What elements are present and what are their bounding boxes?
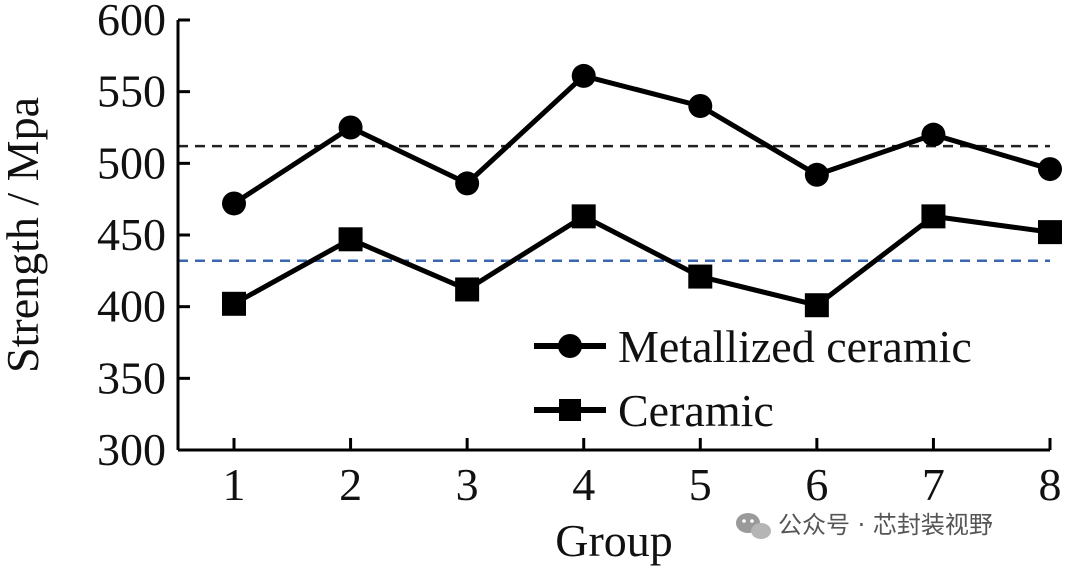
y-ticks: 300 350 400 450 500 550 600 [97,0,190,475]
data-point-square [571,204,596,229]
data-point-circle [222,191,246,216]
x-tick-label: 5 [689,459,712,510]
y-tick-label: 600 [97,0,166,45]
x-tick-label: 2 [339,459,362,510]
legend-item-ceramic: Ceramic [534,385,774,436]
x-tick-label: 7 [922,459,945,510]
x-axis-title: Group [555,515,673,566]
legend-label-metallized-ceramic: Metallized ceramic [618,321,972,372]
data-point-circle [455,171,480,196]
data-point-circle [571,63,596,88]
legend-marker-square [559,399,581,421]
legend: Metallized ceramic Ceramic [534,321,972,436]
series-line [232,213,1051,308]
data-point-circle [688,94,713,118]
series-layer [222,63,1062,318]
data-point-circle [921,122,946,147]
series-ceramic [222,204,1062,318]
x-ticks: 1 2 3 4 5 6 7 8 [223,438,1062,510]
data-point-square [804,293,829,318]
y-tick-label: 450 [97,209,166,260]
legend-item-metallized-ceramic: Metallized ceramic [534,321,972,372]
data-point-circle [1038,157,1062,182]
reference-lines [178,144,1050,263]
watermark: 公众号 · 芯封装视野 [736,511,993,539]
x-tick-label: 6 [805,459,828,510]
legend-label-ceramic: Ceramic [618,385,774,436]
x-tick-label: 8 [1039,459,1062,510]
data-point-square [1038,220,1062,245]
data-point-square [688,264,713,289]
wechat-icon [736,513,771,539]
x-tick-label: 3 [456,459,479,510]
series-line [232,73,1051,206]
y-tick-label: 550 [97,66,166,117]
y-tick-label: 350 [97,352,166,403]
data-point-square [222,291,246,316]
data-point-square [921,204,946,229]
x-tick-label: 1 [223,459,246,510]
data-point-circle [338,115,363,140]
y-axis-title: Strength / Mpa [0,97,48,373]
x-tick-label: 4 [572,459,595,510]
watermark-text: 公众号 · 芯封装视野 [778,511,993,539]
legend-marker-circle [558,334,582,358]
series-metallized-ceramic [222,63,1062,216]
data-point-square [338,227,363,252]
y-tick-label: 300 [97,424,166,475]
y-tick-label: 500 [97,137,166,188]
axes: 300 350 400 450 500 550 600 1 2 3 4 5 6 7 8 [97,0,1062,510]
data-point-circle [804,162,829,187]
data-point-square [455,277,480,302]
y-tick-label: 400 [97,281,166,332]
